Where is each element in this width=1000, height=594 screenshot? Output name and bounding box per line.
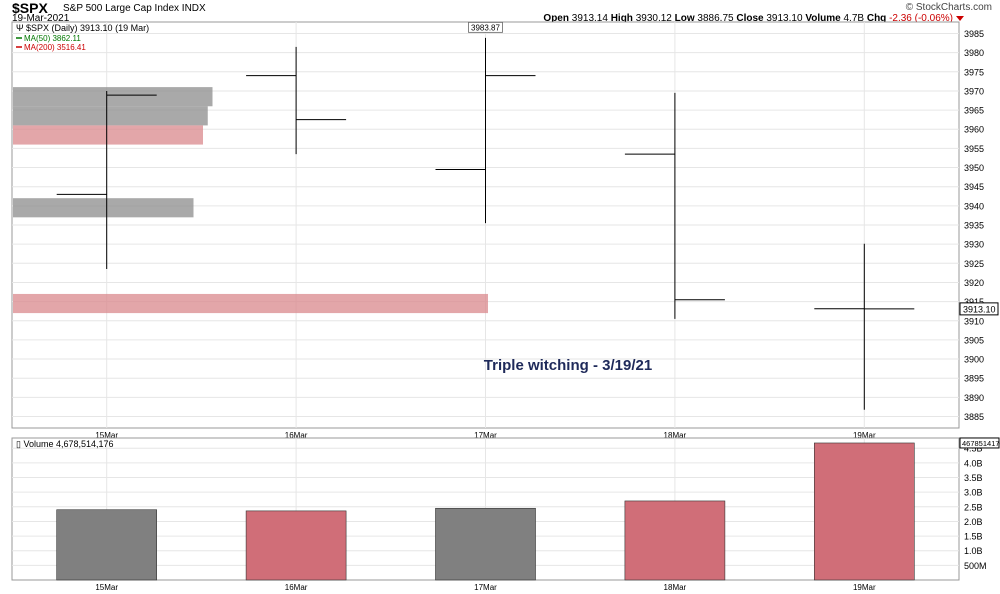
down-arrow-icon [956,15,964,21]
chg-label: Chg [866,13,887,24]
price-tick-label: 3965 [964,106,984,116]
high-label: High [610,13,633,24]
price-tick-label: 3980 [964,48,984,58]
price-tick-label: 3895 [964,374,984,384]
price-tick-label: 3940 [964,201,984,211]
price-tick-label: 3950 [964,163,984,173]
brand-logo: © StockCharts.com [905,2,992,13]
volume-x-tick-label: 15Mar [95,583,118,592]
volume-tick-label: 500M [964,561,987,571]
price-tick-label: 3925 [964,259,984,269]
symbol-title: $SPX [12,0,48,16]
volume-tick-label: 3.5B [964,473,983,483]
volume-bar [435,507,536,581]
volume-tick-label: 1.0B [964,546,983,556]
exchange-text: INDX [181,3,206,14]
volume-by-price-bar [13,87,213,107]
price-tick-label: 3900 [964,355,984,365]
price-tick-label: 3885 [964,412,984,422]
price-tick-label: 3920 [964,278,984,288]
low-value: 3886.75 [697,13,734,24]
price-tick-label: 3955 [964,144,984,154]
low-label: Low [674,13,695,24]
price-tick-label: 3975 [964,67,984,77]
last-price-box [959,302,999,316]
volume-by-price-bar [13,293,488,314]
symbol-description: S&P 500 Large Cap Index INDX [63,3,206,14]
ohlc-summary: Open 3913.14 High 3930.12 Low 3886.75 Cl… [543,13,964,24]
chg-value: -2.36 (-0.06%) [889,13,953,24]
volume-bar [245,510,347,581]
volume-by-price-bar [13,125,203,145]
price-tick-label: 3890 [964,393,984,403]
price-x-tick-label: 15Mar [95,431,118,440]
volume-legend: ▯ Volume 4,678,514,176 [16,439,114,449]
volume-x-tick-label: 19Mar [853,583,876,592]
high-label: 3983.87 [471,23,500,32]
price-x-tick-label: 16Mar [285,431,308,440]
volume-x-tick-label: 18Mar [664,583,687,592]
volume-bar [624,500,726,581]
legend-ma200: MA(200) 3516.41 [24,43,86,52]
volume-panel: 500M 1.0B 1.5B 2.0B 2.5B 3.0B 3.5B 4.0B 4.5B 15Ma… [11,437,1000,592]
header-date: 19-Mar-2021 [12,13,70,24]
price-tick-label: 3945 [964,182,984,192]
price-tick-label: 3905 [964,335,984,345]
volume-tick-label: 2.0B [964,517,983,527]
legend-price: Ψ $SPX (Daily) 3913.10 (19 Mar) [16,23,149,33]
price-tick-label: 3935 [964,221,984,231]
price-tick-label: 3960 [964,125,984,135]
volume-tick-label: 4.0B [964,458,983,468]
volume-x-tick-label: 16Mar [285,583,308,592]
description-text: S&P 500 Large Cap Index [63,3,180,14]
last-price-label: 3913.10 [963,304,996,314]
price-x-tick-label: 19Mar [853,431,876,440]
volume-by-price-bar [13,106,208,126]
high-label-box [468,21,503,33]
price-tick-label: 3910 [964,316,984,326]
last-volume-label: 4678514176 [962,439,1000,448]
close-value: 3913.10 [766,13,803,24]
volume-tick-label: 2.5B [964,502,983,512]
open-value: 3913.14 [571,13,608,24]
high-value: 3930.12 [635,13,672,24]
volume-x-tick-label: 17Mar [474,583,497,592]
open-label: Open [543,13,569,24]
volume-tick-label: 4.5B [964,444,983,454]
price-tick-label: 3915 [964,297,984,307]
price-x-tick-label: 18Mar [664,431,687,440]
volume-label: Volume [805,13,841,24]
volume-bar [813,442,915,581]
volume-by-price-bar [13,198,194,218]
volume-tick-label: 1.5B [964,532,983,542]
last-volume-box [959,437,1000,449]
price-x-tick-label: 17Mar [474,431,497,440]
volume-tick-label: 3.0B [964,488,983,498]
price-tick-label: 3930 [964,240,984,250]
price-panel: 3885 3890 3895 3900 3905 3910 3915 3920 3925 3930… [11,21,999,440]
price-tick-label: 3985 [964,29,984,39]
volume-bar [56,509,158,581]
legend-ma50: MA(50) 3862.11 [24,34,81,43]
volume-value: 4.7B [843,13,865,24]
price-tick-label: 3970 [964,86,984,96]
annotation-text: Triple witching - 3/19/21 [484,357,652,374]
close-label: Close [736,13,764,24]
